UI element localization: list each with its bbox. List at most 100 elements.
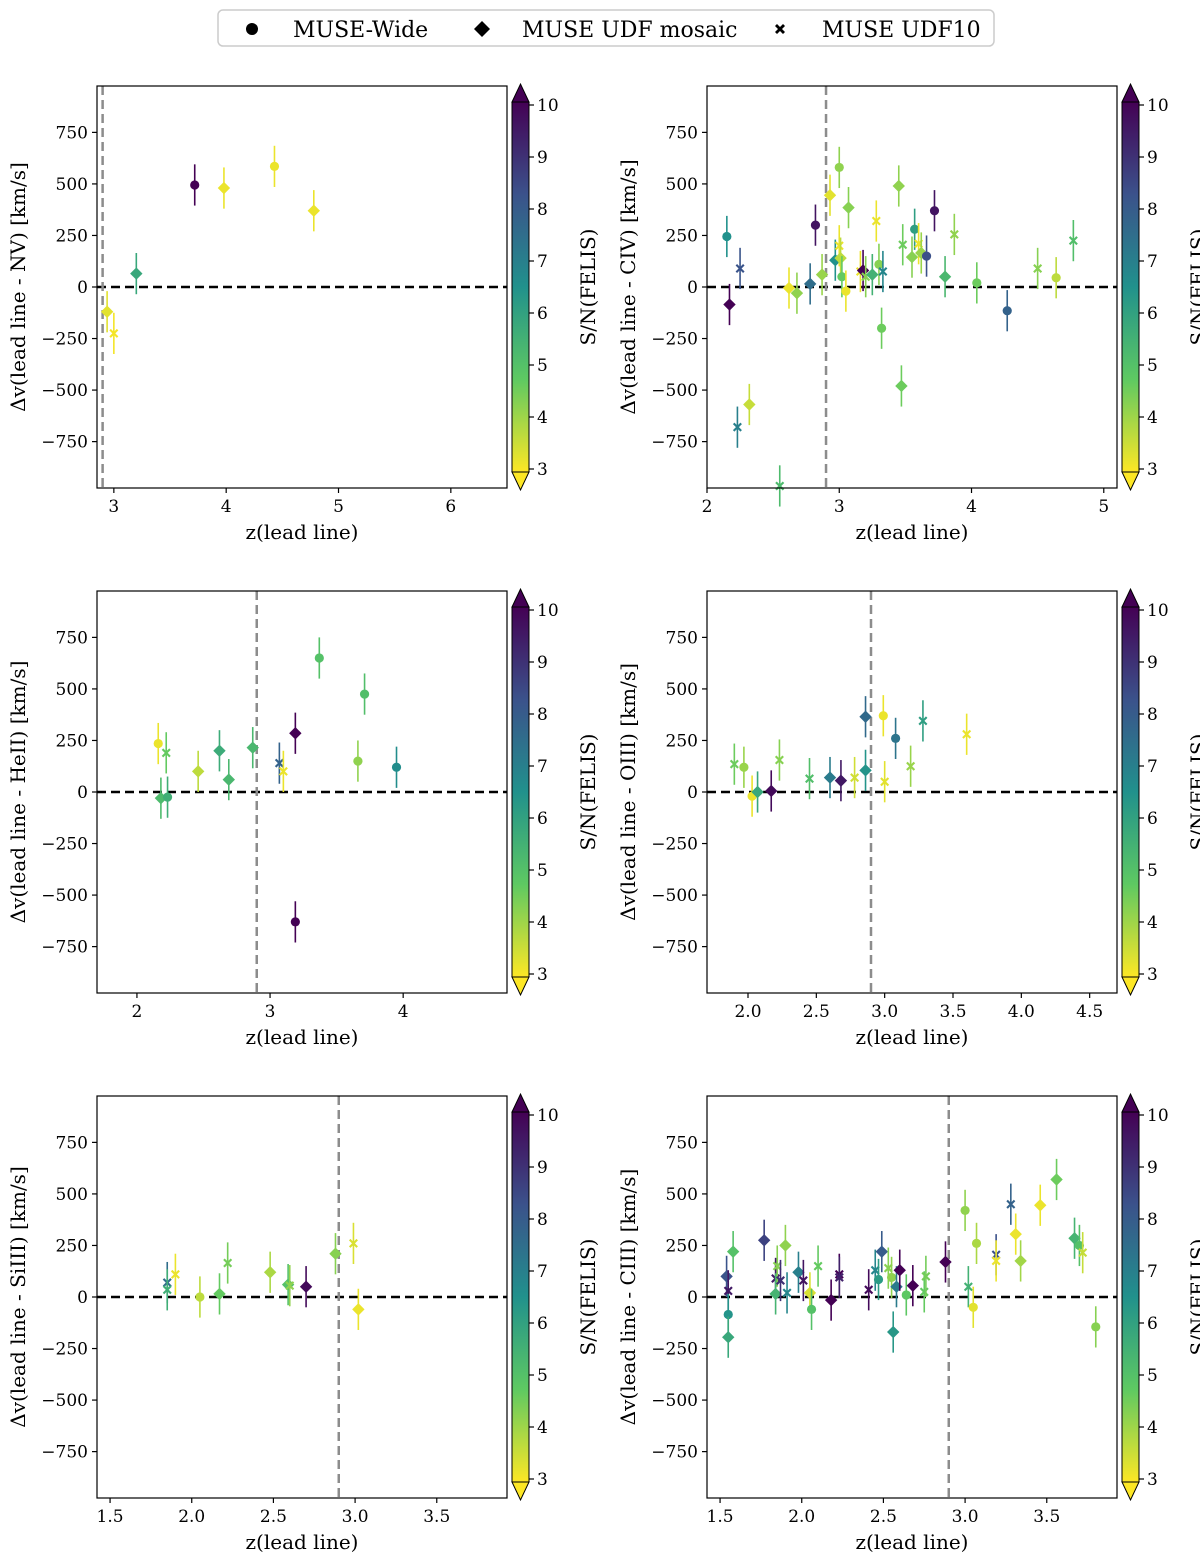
data-point <box>775 465 785 507</box>
data-point <box>739 746 749 788</box>
y-tick-label: 250 <box>56 731 88 751</box>
marker-circle <box>886 1272 897 1283</box>
marker-diamond <box>263 1266 277 1279</box>
x-tick-label: 3 <box>834 497 845 517</box>
colorbar-tick-label: 6 <box>537 304 548 324</box>
data-point <box>732 406 742 448</box>
x-tick-label: 2.0 <box>734 1002 761 1022</box>
colorbar-tick-label: 10 <box>1147 1106 1169 1126</box>
data-point <box>154 777 168 819</box>
data-point <box>823 174 837 216</box>
data-point <box>772 1245 782 1287</box>
data-point <box>891 717 901 760</box>
colorbar-gradient <box>1121 606 1140 978</box>
marker-circle <box>873 1274 884 1285</box>
colorbar-tick-label: 5 <box>537 1366 548 1386</box>
marker-circle <box>874 259 884 269</box>
x-tick-label: 3.5 <box>939 1002 966 1022</box>
marker-circle <box>1051 273 1061 283</box>
marker-diamond <box>217 181 231 195</box>
legend-cross-icon <box>775 24 785 34</box>
colorbar-extend-bottom <box>511 976 530 997</box>
marker-cross <box>776 1276 786 1286</box>
data-points <box>720 1158 1101 1358</box>
x-axis: 1.5 2.0 2.5 3.0 3.5 <box>97 1498 450 1527</box>
marker-cross <box>918 716 928 726</box>
data-point <box>170 1253 180 1295</box>
colorbar-tick-label: 5 <box>537 861 548 881</box>
marker-diamond <box>299 1280 313 1293</box>
data-point <box>782 1272 792 1314</box>
x-axis-label: z(lead line) <box>246 1025 359 1049</box>
x-tick-label: 1.5 <box>707 1507 734 1527</box>
y-tick-label: −250 <box>651 1340 698 1360</box>
marker-diamond <box>130 267 143 280</box>
x-tick-label: 3.5 <box>423 1507 450 1527</box>
colorbar-tick-label: 6 <box>1147 1314 1158 1334</box>
colorbar-tick-label: 9 <box>537 1158 548 1178</box>
colorbar-tick-label: 8 <box>537 200 548 220</box>
colorbar-tick-label: 8 <box>1147 1210 1158 1230</box>
marker-cross <box>798 1276 808 1286</box>
data-point <box>747 775 757 817</box>
colorbar-extend-bottom <box>511 471 530 492</box>
marker-circle <box>723 1309 733 1320</box>
data-point <box>856 249 870 292</box>
colorbar-label: S/N(FELIS) <box>576 229 600 346</box>
x-tick-label: 2.0 <box>178 1507 205 1527</box>
colorbar-tick-label: 3 <box>1147 460 1158 480</box>
x-tick-label: 2.5 <box>260 1507 287 1527</box>
x-tick-label: 3 <box>108 497 119 517</box>
colorbar-tick-label: 4 <box>1147 1418 1158 1438</box>
y-tick-label: −750 <box>41 938 88 958</box>
marker-diamond <box>191 765 205 778</box>
data-point <box>968 1286 978 1328</box>
data-point <box>929 190 940 232</box>
data-point <box>874 243 884 285</box>
data-points <box>722 146 1078 507</box>
data-point <box>921 235 932 277</box>
data-point <box>285 1265 295 1307</box>
data-point <box>1091 1306 1101 1348</box>
colorbar-extend-top <box>1121 1092 1140 1113</box>
marker-cross <box>963 1282 973 1292</box>
colorbar-tick-label: 3 <box>1147 1470 1158 1490</box>
marker-diamond <box>856 264 870 277</box>
marker-cross <box>870 1265 880 1275</box>
legend: MUSE-Wide MUSE UDF mosaic MUSE UDF10 <box>217 9 995 47</box>
marker-diamond <box>1009 1227 1022 1241</box>
marker-cross <box>772 1261 782 1271</box>
data-point <box>776 1259 786 1302</box>
data-point <box>130 252 143 295</box>
data-point <box>720 1255 733 1297</box>
marker-circle <box>314 653 324 663</box>
data-point <box>100 291 114 333</box>
marker-cross <box>834 241 844 251</box>
colorbar-tick-label: 9 <box>1147 148 1158 168</box>
data-point <box>726 1231 740 1273</box>
x-tick-label: 5 <box>1098 497 1109 517</box>
data-point <box>290 901 300 943</box>
data-point <box>353 740 363 782</box>
marker-diamond <box>779 1239 792 1252</box>
y-axis-label: Δv(lead line - OIII) [km/s] <box>616 663 640 921</box>
colorbar-tick-label: 5 <box>1147 356 1158 376</box>
data-point <box>751 771 764 813</box>
colorbar-label: S/N(FELIS) <box>576 1239 600 1356</box>
data-point <box>790 272 804 314</box>
data-point <box>246 727 259 769</box>
y-tick-label: 250 <box>666 1236 698 1256</box>
panel-3: −750 −500 −250 0 250 500 750 2 3 4 z(lead line) Δv(… <box>6 587 600 1049</box>
marker-diamond <box>895 379 908 393</box>
y-tick-label: 750 <box>56 1133 88 1153</box>
data-point <box>153 722 163 765</box>
data-point <box>223 1242 233 1284</box>
y-tick-label: 750 <box>666 1133 698 1153</box>
data-point <box>722 215 732 258</box>
data-point <box>1014 1240 1027 1282</box>
y-tick-label: 0 <box>687 1288 698 1308</box>
y-tick-label: 0 <box>77 783 88 803</box>
colorbar-tick-label: 4 <box>537 408 548 428</box>
colorbar-tick-label: 7 <box>537 252 548 272</box>
